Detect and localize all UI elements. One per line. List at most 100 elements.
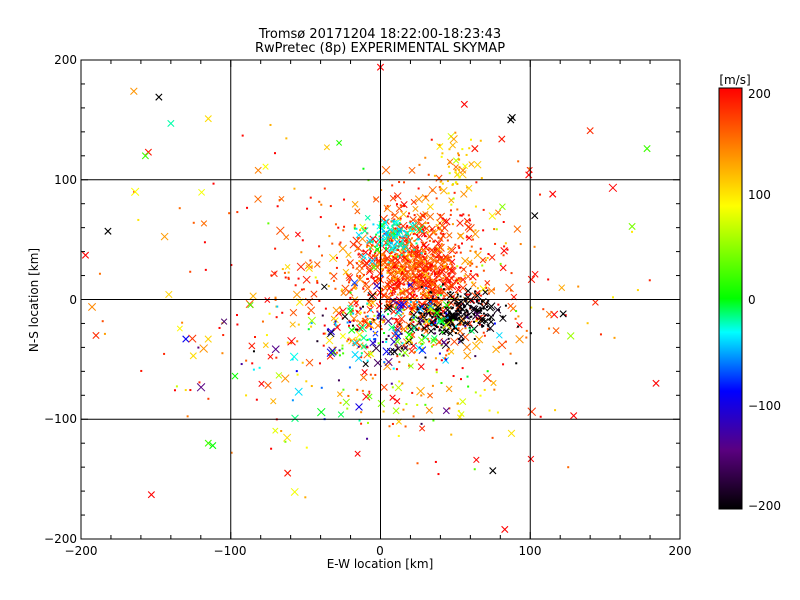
data-point-920 <box>322 344 325 347</box>
data-point-471 <box>367 299 370 302</box>
data-point-905 <box>513 225 522 233</box>
data-point-1849 <box>398 300 408 309</box>
data-point-612 <box>434 259 437 262</box>
data-point-1831 <box>360 334 368 342</box>
data-point-831 <box>335 266 338 269</box>
data-point-461 <box>438 268 441 271</box>
data-point-1379 <box>447 245 455 254</box>
x-tick-label-0: −200 <box>65 544 98 558</box>
data-point-1021 <box>270 447 273 450</box>
data-point-1835 <box>473 311 481 319</box>
data-point-750 <box>397 268 400 271</box>
data-point-1543 <box>485 305 488 308</box>
data-point-877 <box>441 248 444 251</box>
data-point-544 <box>412 321 415 324</box>
data-point-1032 <box>434 357 437 360</box>
data-point-720 <box>399 250 402 253</box>
data-point-673 <box>395 287 398 290</box>
data-point-695 <box>470 229 480 239</box>
data-point-587 <box>414 267 417 270</box>
data-point-1150 <box>236 323 239 326</box>
data-point-980 <box>222 334 225 337</box>
data-point-1617 <box>470 315 473 318</box>
data-point-1178 <box>408 347 415 355</box>
data-point-1355 <box>181 321 184 324</box>
data-point-1177 <box>318 299 321 302</box>
data-point-1996 <box>392 236 395 239</box>
data-point-699 <box>424 252 427 255</box>
data-point-2124 <box>291 414 299 423</box>
data-point-744 <box>446 239 449 242</box>
data-point-1572 <box>434 320 437 323</box>
data-point-2043 <box>438 143 441 146</box>
data-point-1183 <box>274 247 277 250</box>
data-point-1331 <box>499 262 502 265</box>
data-point-906 <box>384 255 391 262</box>
data-point-1173 <box>286 341 289 344</box>
data-point-1606 <box>462 323 465 326</box>
data-point-57 <box>442 294 445 297</box>
data-point-1227 <box>359 373 368 382</box>
data-point-1094 <box>484 259 487 262</box>
data-point-1269 <box>465 220 468 223</box>
data-point-1023 <box>383 204 392 213</box>
data-point-1685 <box>410 315 418 322</box>
data-point-1601 <box>468 313 471 316</box>
data-point-1703 <box>407 283 410 286</box>
data-point-1033 <box>270 274 273 277</box>
data-point-1819 <box>438 317 446 325</box>
data-point-1968 <box>390 219 398 227</box>
data-point-2075 <box>420 394 423 397</box>
data-point-1418 <box>548 327 551 330</box>
data-point-899 <box>425 267 428 270</box>
data-point-984 <box>275 356 278 359</box>
data-point-1472 <box>487 299 490 302</box>
data-point-564 <box>426 232 434 240</box>
data-point-769 <box>417 268 420 271</box>
data-point-2074 <box>310 385 313 388</box>
data-point-770 <box>415 261 424 270</box>
data-point-1411 <box>336 139 343 146</box>
data-point-488 <box>413 264 416 267</box>
data-point-1300 <box>324 307 327 310</box>
data-point-826 <box>377 262 380 265</box>
data-point-2071 <box>404 425 407 428</box>
data-point-1817 <box>430 323 433 326</box>
data-point-1554 <box>482 307 485 310</box>
data-point-1140 <box>419 273 426 280</box>
x-tick-label-3: 100 <box>519 544 542 558</box>
data-point-2092 <box>479 394 482 397</box>
data-point-1658 <box>440 323 443 326</box>
data-point-839 <box>407 253 410 256</box>
data-point-1232 <box>357 237 360 240</box>
data-point-1066 <box>475 265 478 268</box>
data-point-205 <box>414 276 417 279</box>
data-point-759 <box>403 181 406 184</box>
data-point-618 <box>375 257 378 260</box>
data-point-817 <box>422 291 425 294</box>
data-point-472 <box>475 181 478 184</box>
data-point-2105 <box>366 437 369 440</box>
data-point-354 <box>413 290 416 293</box>
data-point-2125 <box>327 327 335 336</box>
data-point-1804 <box>374 332 377 335</box>
data-point-2119 <box>252 350 255 353</box>
data-point-1349 <box>230 451 233 454</box>
data-point-1236 <box>246 206 249 209</box>
data-point-1257 <box>371 277 380 285</box>
data-point-2164 <box>559 310 567 318</box>
data-point-1223 <box>416 386 425 396</box>
data-point-260 <box>479 247 482 250</box>
data-point-2110 <box>337 379 340 382</box>
data-point-1582 <box>482 289 489 296</box>
data-point-2131 <box>360 352 363 355</box>
data-point-2147 <box>643 145 651 153</box>
data-point-1161 <box>440 256 443 259</box>
data-point-2034 <box>446 179 449 182</box>
data-point-1619 <box>474 292 481 299</box>
y-tick-label-1: −100 <box>44 412 77 426</box>
data-point-1256 <box>342 311 345 314</box>
data-point-2055 <box>358 419 361 422</box>
data-point-1759 <box>321 314 324 317</box>
data-point-1908 <box>385 247 388 250</box>
